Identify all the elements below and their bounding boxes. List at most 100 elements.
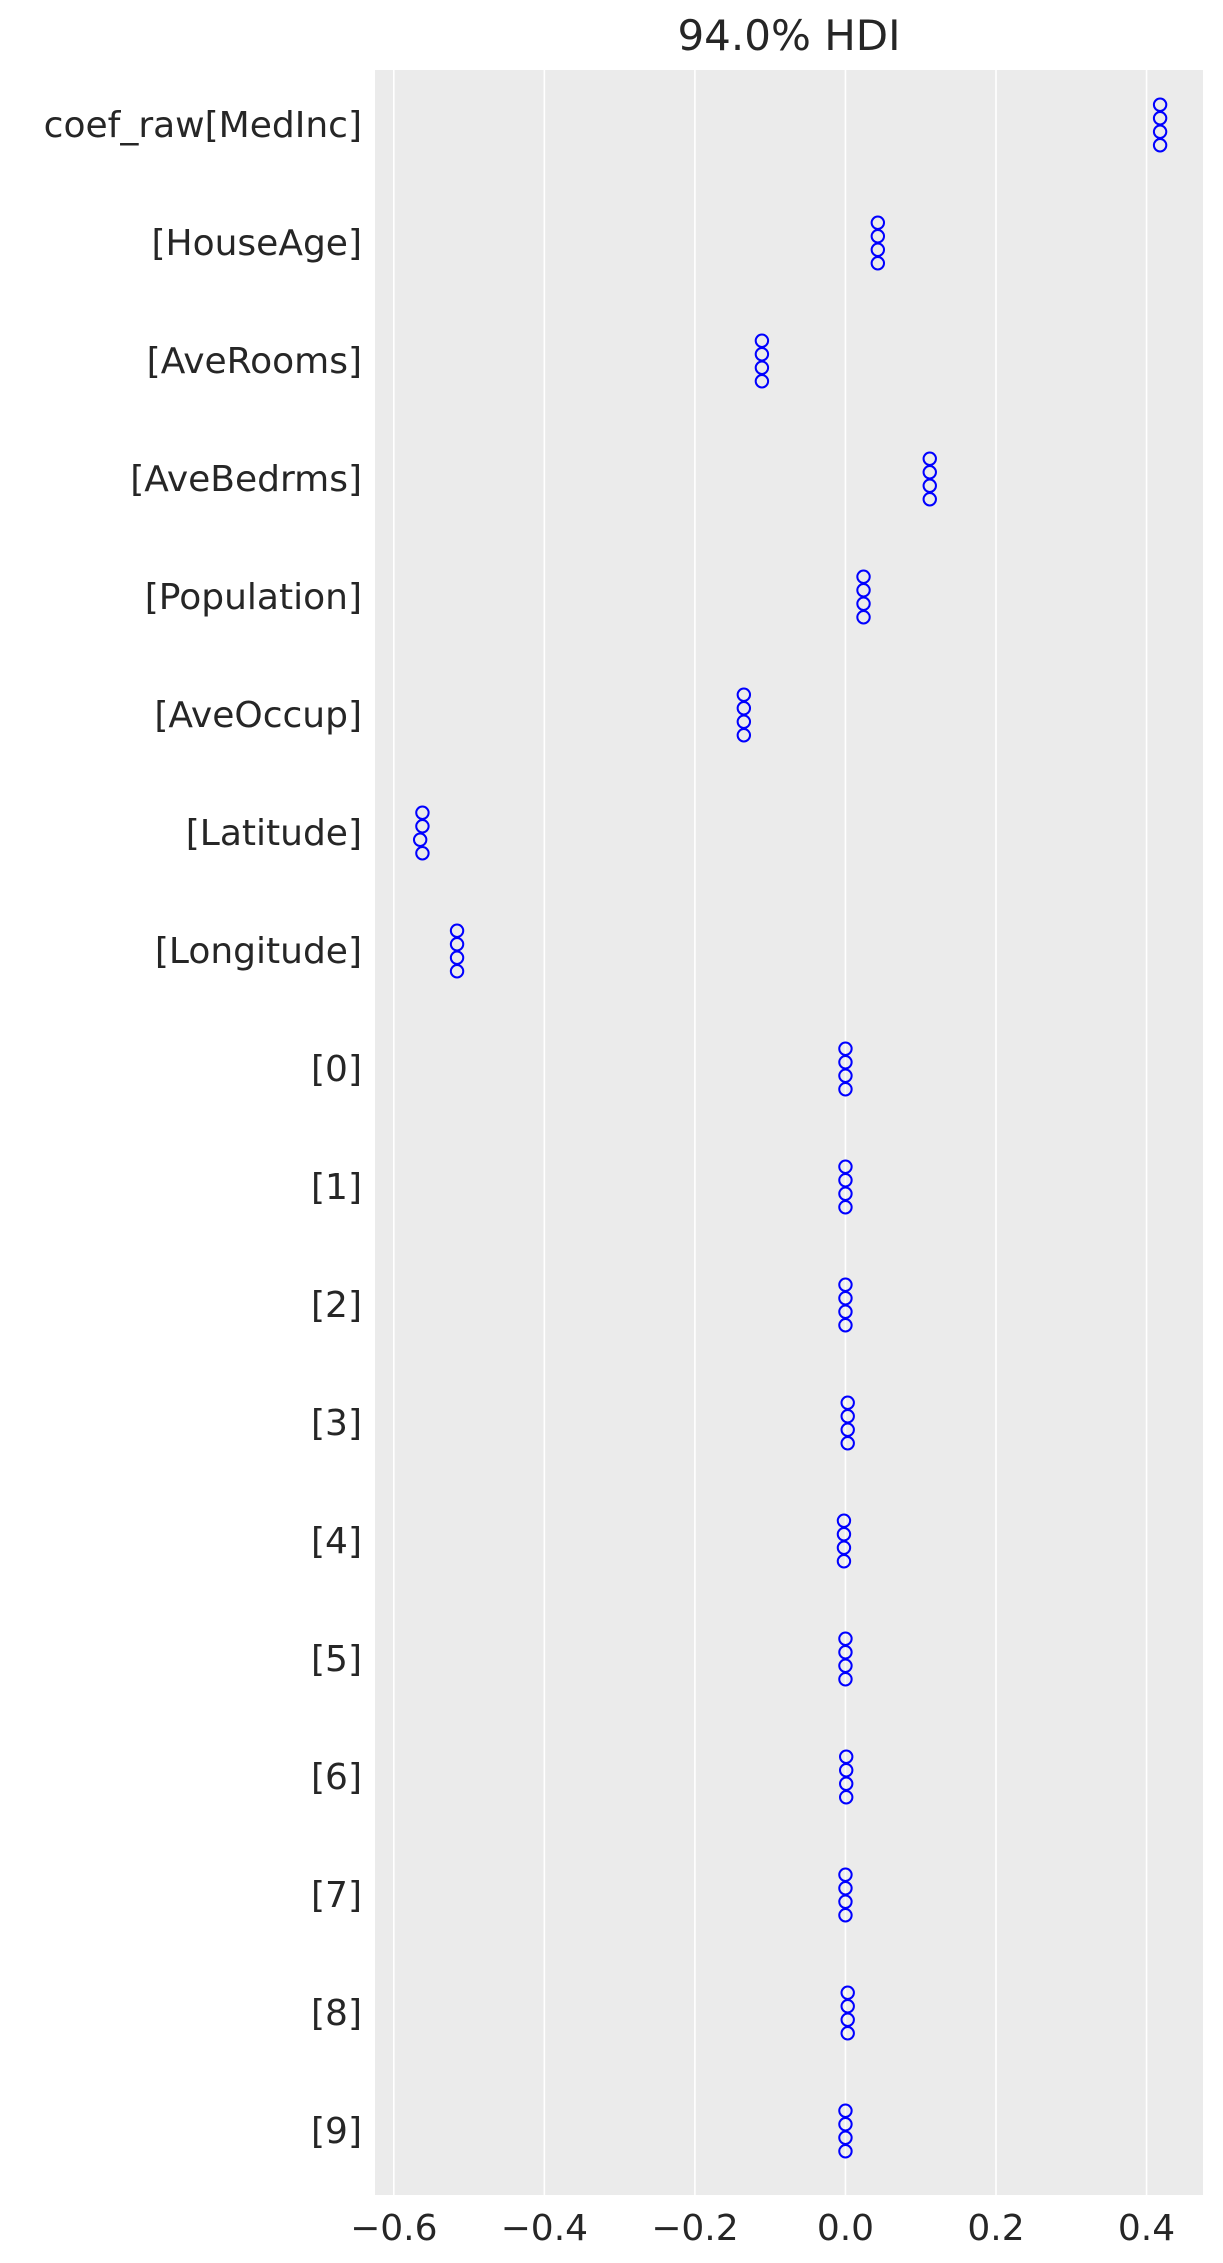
data-point-10-1 xyxy=(838,1291,853,1306)
data-point-11-0 xyxy=(840,1395,855,1410)
data-point-12-1 xyxy=(836,1527,852,1542)
category-label-11: [3] xyxy=(311,1403,362,1444)
data-point-13-3 xyxy=(838,1672,853,1687)
data-point-4-1 xyxy=(856,583,871,598)
category-label-17: [9] xyxy=(311,2111,362,2152)
data-point-9-3 xyxy=(838,1200,853,1215)
data-point-8-3 xyxy=(838,1082,853,1097)
data-point-16-0 xyxy=(840,1985,855,2000)
data-point-6-3 xyxy=(415,846,430,861)
data-point-7-0 xyxy=(449,923,465,938)
category-label-16: [8] xyxy=(311,1993,362,2034)
plot-background xyxy=(375,70,1203,2195)
category-label-6: [Latitude] xyxy=(186,813,362,854)
data-point-17-3 xyxy=(838,2144,853,2159)
data-point-5-3 xyxy=(736,728,752,743)
data-point-8-2 xyxy=(838,1068,853,1083)
data-point-13-2 xyxy=(838,1658,853,1673)
data-point-5-2 xyxy=(736,714,752,729)
category-labels: coef_raw[MedInc] [HouseAge] [AveRooms] [Ave… xyxy=(44,105,362,2152)
category-label-3: [AveBedrms] xyxy=(130,459,362,500)
x-tick-label-2: −0.2 xyxy=(651,2208,738,2249)
grid-lines xyxy=(393,70,1148,2195)
data-point-4-0 xyxy=(856,569,871,584)
data-point-6-0 xyxy=(415,805,430,820)
data-point-3-3 xyxy=(922,492,937,507)
category-label-9: [1] xyxy=(311,1167,362,1208)
data-point-11-3 xyxy=(840,1436,855,1451)
data-point-7-3 xyxy=(449,964,465,979)
data-point-14-3 xyxy=(839,1790,854,1805)
data-point-0-0 xyxy=(1152,97,1168,112)
data-point-1-3 xyxy=(870,256,886,271)
category-label-8: [0] xyxy=(311,1049,362,1090)
data-point-16-2 xyxy=(840,2012,855,2027)
data-point-3-1 xyxy=(922,465,937,480)
data-point-1-1 xyxy=(870,229,886,244)
data-point-15-2 xyxy=(838,1894,853,1909)
data-point-11-2 xyxy=(840,1422,855,1437)
data-point-4-3 xyxy=(856,610,871,625)
data-point-17-1 xyxy=(838,2117,853,2132)
category-label-12: [4] xyxy=(311,1521,362,1562)
x-tick-labels: −0.6 −0.4 −0.2 0.0 0.2 0.4 xyxy=(350,2208,1175,2249)
x-tick-label-4: 0.2 xyxy=(967,2208,1024,2249)
data-point-17-0 xyxy=(838,2103,853,2118)
data-point-9-2 xyxy=(838,1186,853,1201)
data-point-16-3 xyxy=(840,2026,855,2041)
data-point-5-0 xyxy=(736,687,752,702)
data-point-14-2 xyxy=(839,1776,854,1791)
data-point-12-2 xyxy=(836,1540,852,1555)
data-point-10-3 xyxy=(838,1318,853,1333)
x-tick-label-3: 0.0 xyxy=(817,2208,874,2249)
data-point-3-2 xyxy=(922,478,937,493)
data-point-7-1 xyxy=(449,937,465,952)
category-label-0: coef_raw[MedInc] xyxy=(44,105,362,146)
data-point-8-0 xyxy=(838,1041,853,1056)
data-point-8-1 xyxy=(838,1055,853,1070)
data-point-4-2 xyxy=(856,596,871,611)
data-point-15-0 xyxy=(838,1867,853,1882)
data-point-11-1 xyxy=(840,1409,855,1424)
data-point-6-1 xyxy=(415,819,430,834)
category-label-13: [5] xyxy=(311,1639,362,1680)
category-label-15: [7] xyxy=(311,1875,362,1916)
data-point-5-1 xyxy=(736,701,752,716)
category-label-10: [2] xyxy=(311,1285,362,1326)
data-point-9-1 xyxy=(838,1173,853,1188)
data-point-13-1 xyxy=(838,1645,853,1660)
data-point-7-2 xyxy=(449,950,465,965)
data-point-13-0 xyxy=(838,1631,853,1646)
data-point-14-0 xyxy=(839,1749,854,1764)
x-tick-label-0: −0.6 xyxy=(350,2208,437,2249)
data-point-0-3 xyxy=(1152,138,1168,153)
data-point-12-0 xyxy=(836,1513,852,1528)
category-label-7: [Longitude] xyxy=(155,931,362,972)
category-label-2: [AveRooms] xyxy=(147,341,362,382)
data-point-0-1 xyxy=(1152,111,1168,126)
data-point-16-1 xyxy=(840,1999,855,2014)
data-point-2-3 xyxy=(754,374,770,389)
data-point-3-0 xyxy=(922,451,937,466)
category-label-1: [HouseAge] xyxy=(151,223,362,264)
data-point-6-2 xyxy=(412,832,428,847)
data-point-10-0 xyxy=(838,1277,853,1292)
category-label-4: [Population] xyxy=(145,577,362,618)
data-point-10-2 xyxy=(838,1304,853,1319)
data-point-1-0 xyxy=(870,215,886,230)
category-label-5: [AveOccup] xyxy=(154,695,362,736)
data-point-2-1 xyxy=(754,347,770,362)
data-points xyxy=(412,97,1168,2159)
chart-title: 94.0% HDI xyxy=(677,11,900,60)
data-point-17-2 xyxy=(838,2130,853,2145)
category-label-14: [6] xyxy=(311,1757,362,1798)
data-point-12-3 xyxy=(836,1554,852,1569)
data-point-2-2 xyxy=(754,360,770,375)
x-tick-label-5: 0.4 xyxy=(1118,2208,1175,2249)
data-point-9-0 xyxy=(838,1159,853,1174)
data-point-1-2 xyxy=(870,242,886,257)
data-point-15-1 xyxy=(838,1881,853,1896)
data-point-0-2 xyxy=(1152,124,1168,139)
